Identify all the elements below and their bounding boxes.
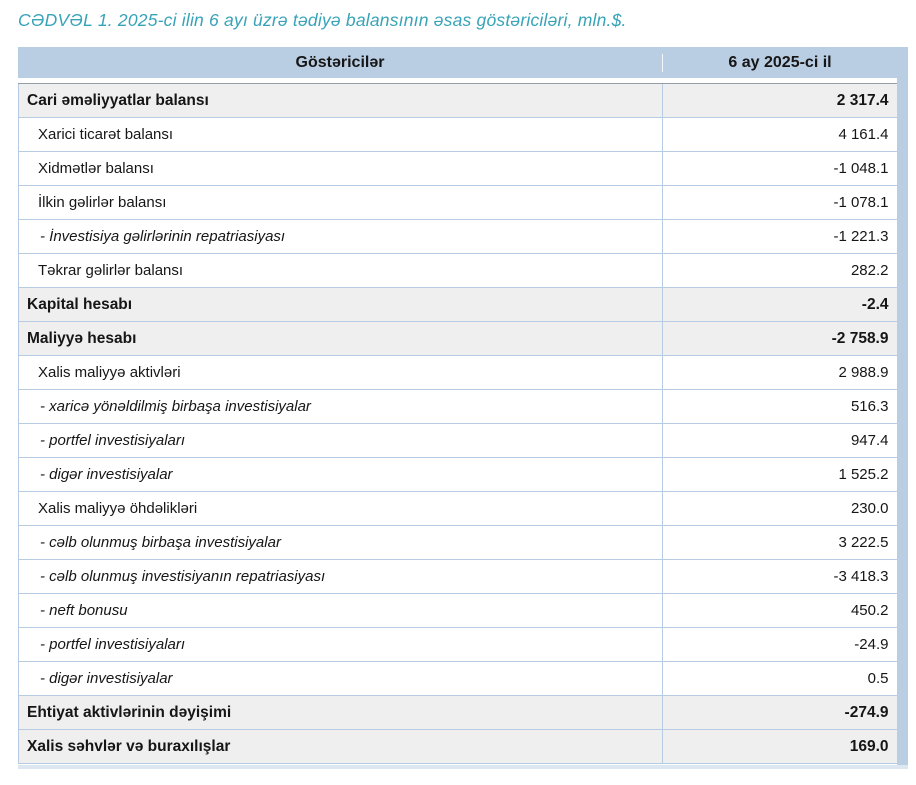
table-row: Maliyyə hesabı -2 758.9 (18, 321, 898, 356)
row-label-cell: - cəlb olunmuş birbaşa investisiyalar (18, 525, 663, 560)
row-label-cell: - digər investisiyalar (18, 457, 663, 492)
row-label-cell: - portfel investisiyaları (18, 423, 663, 458)
table-row: - cəlb olunmuş birbaşa investisiyalar 3 … (18, 525, 898, 560)
row-value-cell: 1 525.2 (662, 457, 898, 492)
table-row: Ehtiyat aktivlərinin dəyişimi -274.9 (18, 695, 898, 730)
row-value-cell: 947.4 (662, 423, 898, 458)
row-value-cell: 0.5 (662, 661, 898, 696)
row-value-cell: -3 418.3 (662, 559, 898, 594)
row-value-cell: -2 758.9 (662, 321, 898, 356)
table-row: Xalis səhvlər və buraxılışlar 169.0 (18, 729, 898, 764)
row-label-cell: Maliyyə hesabı (18, 321, 663, 356)
table-row: - digər investisiyalar 0.5 (18, 661, 898, 696)
table-row: - cəlb olunmuş investisiyanın repatriasi… (18, 559, 898, 594)
row-value-cell: 169.0 (662, 729, 898, 764)
row-label-cell: Xarici ticarət balansı (18, 117, 663, 152)
row-label-cell: Təkrar gəlirlər balansı (18, 253, 663, 288)
table-body: Cari əməliyyatlar balansı 2 317.4 Xarici… (18, 83, 898, 764)
row-value-cell: 282.2 (662, 253, 898, 288)
row-value-cell: 450.2 (662, 593, 898, 628)
row-label-cell: - cəlb olunmuş investisiyanın repatriasi… (18, 559, 663, 594)
row-value-cell: 516.3 (662, 389, 898, 424)
header-body-gap (18, 78, 908, 83)
table-bottom-shadow (18, 765, 908, 769)
table-caption: CƏDVƏL 1. 2025-ci ilin 6 ayı üzrə tədiyə… (18, 10, 627, 30)
row-label-cell: Xalis maliyyə aktivləri (18, 355, 663, 390)
row-label-cell: - xaricə yönəldilmiş birbaşa investisiya… (18, 389, 663, 424)
row-value-cell: 2 317.4 (662, 83, 898, 118)
table-row: Xalis maliyyə öhdəlikləri 230.0 (18, 491, 898, 526)
row-label-cell: - neft bonusu (18, 593, 663, 628)
row-value-cell: 3 222.5 (662, 525, 898, 560)
balance-of-payments-table: Göstəricilər 6 ay 2025-ci il Cari əməliy… (18, 47, 908, 769)
row-value-cell: -1 221.3 (662, 219, 898, 254)
row-value-cell: -1 078.1 (662, 185, 898, 220)
table-row: Kapital hesabı -2.4 (18, 287, 898, 322)
table-right-border-band (897, 47, 908, 765)
table-row: Xalis maliyyə aktivləri 2 988.9 (18, 355, 898, 390)
table-row: - digər investisiyalar 1 525.2 (18, 457, 898, 492)
row-label-cell: Cari əməliyyatlar balansı (18, 83, 663, 118)
table-row: İlkin gəlirlər balansı -1 078.1 (18, 185, 898, 220)
table-row: Təkrar gəlirlər balansı 282.2 (18, 253, 898, 288)
row-label-cell: Xalis səhvlər və buraxılışlar (18, 729, 663, 764)
row-value-cell: 4 161.4 (662, 117, 898, 152)
row-value-cell: -1 048.1 (662, 151, 898, 186)
row-value-cell: -274.9 (662, 695, 898, 730)
row-label-cell: Kapital hesabı (18, 287, 663, 322)
header-indicators: Göstəricilər (295, 53, 385, 71)
table-row: - İnvestisiya gəlirlərinin repatriasiyas… (18, 219, 898, 254)
table-row: - portfel investisiyaları -24.9 (18, 627, 898, 662)
row-label-cell: Xidmətlər balansı (18, 151, 663, 186)
table-header-row: Göstəricilər 6 ay 2025-ci il (18, 47, 908, 78)
table-row: Cari əməliyyatlar balansı 2 317.4 (18, 83, 898, 118)
row-label-cell: Ehtiyat aktivlərinin dəyişimi (18, 695, 663, 730)
table-row: - neft bonusu 450.2 (18, 593, 898, 628)
row-label-cell: - digər investisiyalar (18, 661, 663, 696)
table-row: - xaricə yönəldilmiş birbaşa investisiya… (18, 389, 898, 424)
row-value-cell: 2 988.9 (662, 355, 898, 390)
header-period: 6 ay 2025-ci il (662, 53, 897, 72)
row-label-cell: Xalis maliyyə öhdəlikləri (18, 491, 663, 526)
row-label-cell: - portfel investisiyaları (18, 627, 663, 662)
row-label-cell: - İnvestisiya gəlirlərinin repatriasiyas… (18, 219, 663, 254)
table-row: Xidmətlər balansı -1 048.1 (18, 151, 898, 186)
row-value-cell: -2.4 (662, 287, 898, 322)
table-row: Xarici ticarət balansı 4 161.4 (18, 117, 898, 152)
row-value-cell: -24.9 (662, 627, 898, 662)
table-row: - portfel investisiyaları 947.4 (18, 423, 898, 458)
row-label-cell: İlkin gəlirlər balansı (18, 185, 663, 220)
row-value-cell: 230.0 (662, 491, 898, 526)
